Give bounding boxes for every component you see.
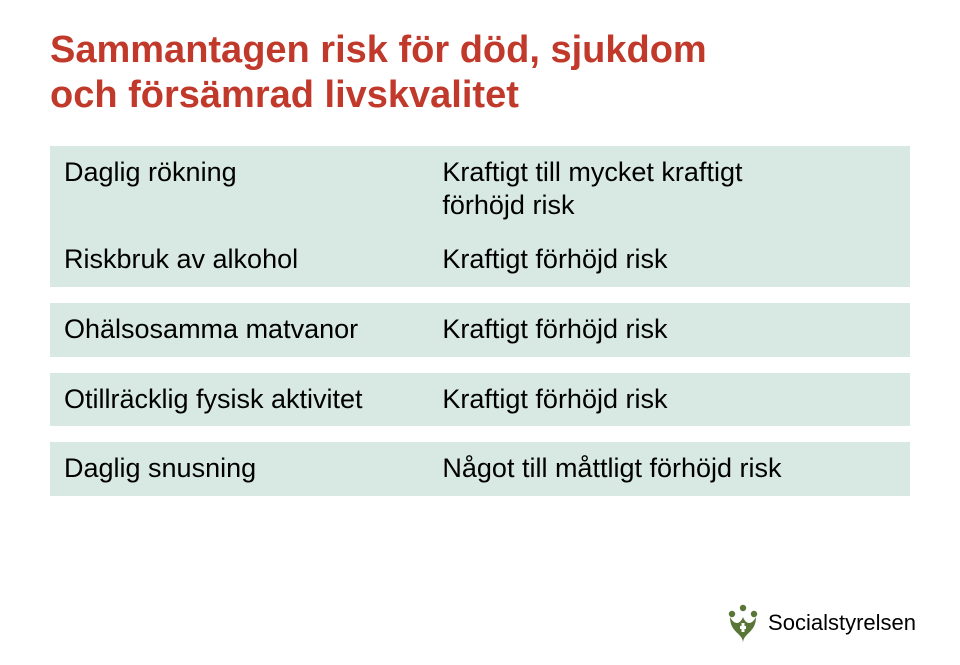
cell-factor: Daglig rökning: [50, 146, 428, 234]
cell-factor: Daglig snusning: [50, 442, 428, 496]
logo-text: Socialstyrelsen: [768, 610, 916, 636]
slide-title: Sammantagen risk för död, sjukdom och fö…: [50, 28, 910, 118]
cell-risk: Kraftigt till mycket kraftigt förhöjd ri…: [428, 146, 910, 234]
risk-table: Daglig rökning Kraftigt till mycket kraf…: [50, 146, 910, 497]
table-row: Ohälsosamma matvanor Kraftigt förhöjd ri…: [50, 303, 910, 357]
cell-risk: Kraftigt förhöjd risk: [428, 233, 910, 287]
table-row: Otillräcklig fysisk aktivitet Kraftigt f…: [50, 373, 910, 427]
table-gap: [50, 426, 910, 442]
cell-risk: Kraftigt förhöjd risk: [428, 303, 910, 357]
cell-risk-line1: Kraftigt till mycket kraftigt: [442, 157, 742, 187]
slide: Sammantagen risk för död, sjukdom och fö…: [0, 0, 960, 665]
title-line-1: Sammantagen risk för död, sjukdom: [50, 29, 707, 71]
title-line-2: och försämrad livskvalitet: [50, 74, 519, 116]
table-row: Daglig rökning Kraftigt till mycket kraf…: [50, 146, 910, 234]
cell-factor: Ohälsosamma matvanor: [50, 303, 428, 357]
table-gap: [50, 357, 910, 373]
table-row: Daglig snusning Något till måttligt förh…: [50, 442, 910, 496]
table-row: Riskbruk av alkohol Kraftigt förhöjd ris…: [50, 233, 910, 287]
cell-factor: Otillräcklig fysisk aktivitet: [50, 373, 428, 427]
table-gap: [50, 287, 910, 303]
crown-icon: [726, 603, 760, 643]
cell-risk: Kraftigt förhöjd risk: [428, 373, 910, 427]
cell-risk: Något till måttligt förhöjd risk: [428, 442, 910, 496]
cell-risk-line2: förhöjd risk: [442, 190, 574, 220]
logo: Socialstyrelsen: [726, 603, 916, 643]
cell-factor: Riskbruk av alkohol: [50, 233, 428, 287]
